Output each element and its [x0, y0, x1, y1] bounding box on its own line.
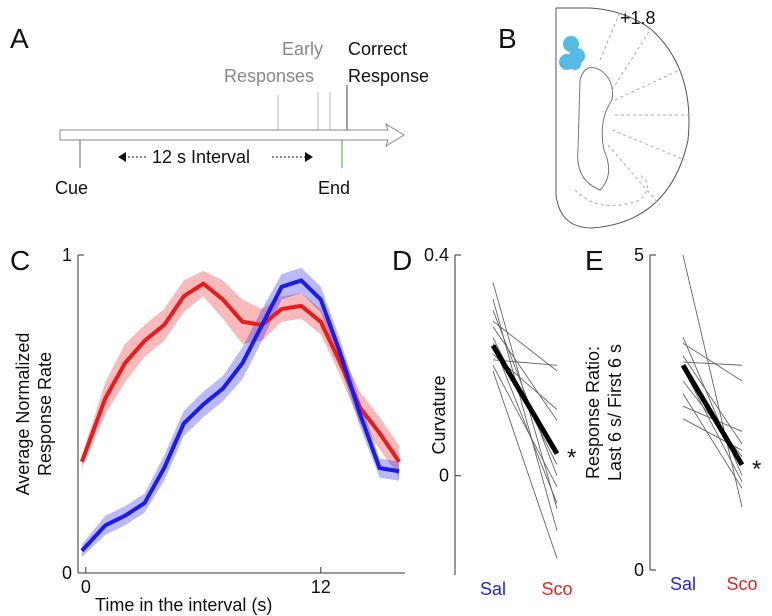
end-label: End	[318, 178, 350, 198]
early-label: Responses	[224, 66, 314, 86]
panel-label: C	[10, 245, 30, 276]
cue-label: Cue	[55, 178, 88, 198]
y-tick-label: 0	[634, 560, 644, 580]
mean-line	[680, 363, 745, 467]
subject-line	[492, 365, 558, 487]
x-tick-label: 0	[81, 577, 91, 597]
x-tick-label: Sal	[670, 574, 696, 594]
y-axis-label: Response Ratio:	[583, 346, 603, 479]
y-tick-label: 0	[439, 466, 449, 486]
subject-line	[682, 393, 743, 489]
x-tick-label: 12	[311, 577, 331, 597]
y-tick-label: 0	[62, 563, 72, 583]
early-label: Early	[282, 39, 323, 59]
x-tick-label: Sco	[726, 574, 757, 594]
subject-line	[492, 326, 558, 421]
subject-line	[492, 343, 558, 504]
subject-line	[682, 254, 743, 508]
subject-line	[492, 320, 558, 372]
subject-line	[682, 355, 743, 445]
timeline	[59, 85, 405, 168]
series-line	[80, 278, 400, 553]
subject-line	[682, 342, 743, 382]
brain-section	[555, 7, 690, 229]
error-band	[81, 267, 400, 558]
x-tick-label: Sal	[480, 579, 506, 599]
panel-label: E	[585, 245, 604, 276]
significance: *	[752, 456, 761, 483]
panel-label: B	[498, 23, 517, 54]
subject-line	[492, 370, 558, 559]
y-tick-label: 0.4	[424, 245, 449, 265]
y-axis-label: Last 6 s/ First 6 s	[605, 344, 625, 481]
mean-line	[490, 344, 560, 455]
panel-label: A	[10, 23, 29, 54]
subject-line	[682, 368, 743, 483]
y-axis-label: Response Rate	[35, 352, 55, 476]
y-tick-label: 5	[634, 245, 644, 265]
panel-label: D	[392, 245, 412, 276]
subject-line	[682, 361, 743, 366]
correct-label: Correct	[348, 39, 407, 59]
y-axis-label: Average Normalized	[13, 333, 33, 496]
coordinate-label: +1.8	[620, 8, 656, 28]
significance: *	[567, 445, 576, 472]
x-axis-label: Time in the interval (s)	[95, 595, 272, 615]
y-axis-label: Curvature	[429, 375, 449, 454]
subject-line	[492, 310, 558, 476]
y-tick-label: 1	[62, 245, 72, 265]
x-tick-label: Sco	[541, 579, 572, 599]
interval-label: 12 s Interval	[152, 147, 250, 167]
correct-label: Response	[348, 66, 429, 86]
